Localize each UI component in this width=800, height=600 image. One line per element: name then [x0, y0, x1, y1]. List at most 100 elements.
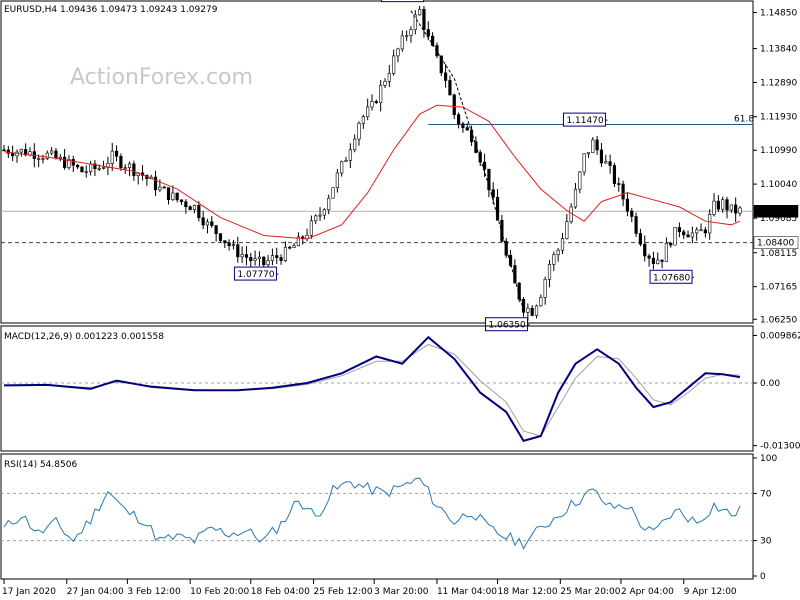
candle-body	[565, 221, 569, 239]
candle-body	[344, 160, 348, 162]
price-panel[interactable]: ActionForex.com EURUSD,H4 1.09436 1.0947…	[0, 0, 754, 332]
rsi-axis-label: 70	[760, 489, 772, 499]
candle-body	[84, 171, 88, 173]
time-axis-label: 3 Feb 12:00	[127, 587, 181, 597]
candle-body	[309, 220, 313, 236]
candle-body	[638, 233, 643, 245]
candle-body	[556, 249, 560, 256]
candle-body	[630, 210, 634, 217]
candle-body	[547, 264, 552, 280]
candle-body	[132, 163, 136, 176]
price-axis-label: 1.12890	[760, 78, 797, 88]
candle-body	[608, 161, 612, 166]
macd-panel[interactable]: MACD(12,26,9) 0.001223 0.001558	[0, 325, 754, 452]
candle-body	[175, 192, 179, 201]
price-axis-label: 1.10040	[760, 180, 797, 190]
candle-body	[392, 55, 396, 74]
price-axis: 1.14850 1.13840 1.12890 1.11930 1.10990 1.100…	[753, 9, 799, 325]
candle-body	[192, 205, 197, 210]
candle-body	[275, 255, 279, 258]
price-axis-label: 1.07165	[760, 283, 797, 293]
candle-body	[599, 149, 604, 164]
time-axis-label: 2 Apr 04:00	[621, 587, 674, 597]
candle-body	[314, 215, 318, 222]
price-annotation: 1.14960	[381, 0, 425, 3]
candle-body	[63, 156, 67, 168]
candle-body	[353, 138, 357, 151]
candle-body	[578, 171, 582, 190]
price-annotation-label: 1.11470	[566, 116, 603, 126]
candle-body	[80, 166, 84, 173]
time-axis-label: 25 Mar 20:00	[560, 587, 620, 597]
candle-body	[19, 149, 23, 153]
time-axis-label: 18 Feb 04:00	[251, 587, 310, 597]
candle-body	[231, 244, 236, 247]
candle-body	[76, 164, 80, 168]
candle-body	[443, 72, 448, 81]
support-tag-text: 1.08400	[757, 239, 794, 249]
candle-body	[396, 48, 400, 57]
candle-body	[257, 256, 262, 259]
price-annotation-label: 1.14960	[385, 0, 422, 2]
price-lines	[3, 10, 741, 311]
rsi-axis-label: 100	[760, 454, 777, 464]
candle-body	[214, 225, 218, 234]
rsi-axis-label: 30	[760, 537, 772, 547]
candle-body	[725, 199, 729, 211]
candle-body	[227, 242, 231, 247]
candle-body	[119, 155, 123, 169]
price-axis-label: 1.14850	[760, 9, 797, 19]
candle-body	[240, 254, 244, 258]
candle-body	[153, 176, 158, 191]
price-annotation: 1.11470	[562, 112, 608, 127]
time-axis-label: 18 Mar 12:00	[498, 587, 558, 597]
candle-body	[15, 151, 19, 157]
candle-body	[236, 244, 240, 258]
current-price-tag-box	[753, 205, 799, 218]
candle-body	[71, 159, 75, 166]
price-axis-label: 1.13840	[760, 45, 797, 55]
price-annotation: 1.06350	[485, 317, 530, 332]
price-panel-frame	[0, 0, 754, 324]
time-axis-label: 3 Mar 20:00	[374, 587, 429, 597]
candle-body	[166, 187, 171, 200]
candle-body	[288, 246, 292, 249]
candle-body	[322, 209, 326, 216]
candle-body	[262, 256, 266, 266]
candle-body	[348, 149, 352, 161]
candle-body	[625, 198, 630, 212]
price-annotation-box	[381, 0, 425, 3]
time-axis-label: 9 Apr 12:00	[684, 587, 737, 597]
candle-body	[2, 149, 6, 152]
candle-body	[188, 206, 192, 210]
rsi-panel-frame	[0, 453, 754, 580]
rsi-axis-label: 0	[760, 572, 766, 582]
candle-body	[223, 240, 227, 243]
candle-body	[158, 186, 162, 191]
candle-body	[543, 279, 547, 298]
price-annotation: 1.07770	[233, 266, 279, 281]
price-annotation: 1.07680	[649, 269, 695, 284]
candle-body	[560, 238, 565, 251]
candle-body	[703, 229, 707, 234]
price-annotation-label: 1.07770	[237, 270, 274, 280]
candle-body	[677, 227, 681, 233]
candle-body	[361, 116, 365, 124]
price-axis-label: 1.06250	[760, 315, 797, 325]
candle-body	[197, 205, 201, 219]
candle-body	[374, 101, 378, 104]
candle-body	[405, 35, 409, 37]
candle-body	[552, 254, 556, 265]
candle-body	[495, 196, 500, 221]
candle-body	[643, 243, 647, 257]
candle-body	[379, 84, 383, 104]
candle-body	[370, 101, 374, 108]
candle-body	[335, 172, 339, 188]
watermark: ActionForex.com	[70, 65, 253, 90]
price-axis-label: 1.08115	[760, 249, 797, 259]
candle-body	[253, 258, 257, 261]
time-axis-label: 17 Jan 2020	[2, 587, 56, 597]
rsi-panel[interactable]: RSI(14) 54.8506	[0, 453, 754, 580]
